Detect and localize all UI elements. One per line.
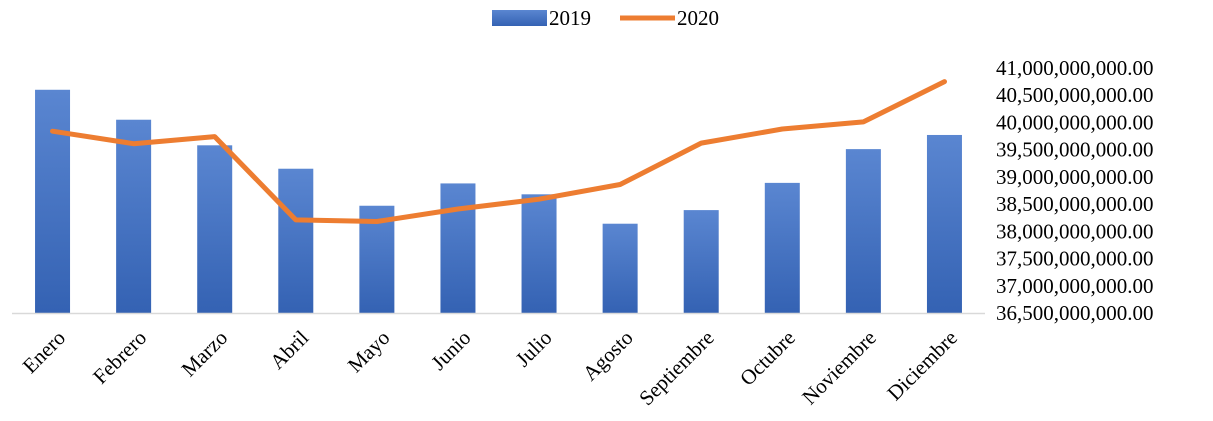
bar-2019-enero (35, 89, 71, 314)
bar-2019-abril (278, 168, 314, 313)
bar-2019-septiembre (683, 210, 719, 313)
line-series-2020 (50, 79, 947, 224)
bar-2019-noviembre (845, 149, 881, 313)
y-axis-ticks: 36,500,000,000.00 37,000,000,000.00 37,500… (996, 56, 1154, 325)
bar-2019-julio (521, 194, 557, 313)
bar-2019-febrero (116, 119, 152, 313)
y-tick-label: 37,000,000,000.00 (996, 274, 1154, 298)
y-tick-label: 41,000,000,000.00 (996, 56, 1154, 80)
x-tick-label-julio: Julio (511, 326, 557, 372)
legend: 2019 2020 (492, 6, 719, 30)
y-tick-label: 39,000,000,000.00 (996, 165, 1154, 189)
bar-series-2019 (35, 89, 962, 314)
x-tick-label-diciembre: Diciembre (882, 326, 962, 406)
x-tick-label-junio: Junio (426, 326, 475, 375)
bar-2019-marzo (197, 145, 233, 313)
x-tick-label-septiembre: Septiembre (634, 326, 719, 411)
y-tick-label: 37,500,000,000.00 (996, 247, 1154, 271)
y-tick-label: 40,000,000,000.00 (996, 110, 1154, 134)
y-tick-label: 36,500,000,000.00 (996, 301, 1154, 325)
legend-label-2020: 2020 (677, 6, 719, 30)
y-tick-label: 38,000,000,000.00 (996, 219, 1154, 243)
x-tick-label-enero: Enero (18, 326, 70, 378)
legend-label-2019: 2019 (549, 6, 591, 30)
bar-2019-octubre (764, 182, 800, 313)
x-tick-label-marzo: Marzo (177, 326, 233, 382)
bar-2019-junio (440, 183, 476, 313)
y-tick-label: 39,500,000,000.00 (996, 138, 1154, 162)
x-tick-label-octubre: Octubre (735, 326, 800, 391)
x-tick-label-abril: Abril (265, 325, 313, 373)
x-axis-ticks: Enero Febrero Marzo Abril Mayo Junio Julio Agos… (18, 325, 962, 410)
x-tick-label-agosto: Agosto (578, 326, 638, 386)
bar-2019-agosto (602, 223, 638, 313)
x-tick-label-febrero: Febrero (88, 326, 151, 389)
x-tick-label-noviembre: Noviembre (797, 326, 881, 410)
y-tick-label: 40,500,000,000.00 (996, 83, 1154, 107)
bar-2019-diciembre (926, 134, 962, 313)
y-tick-label: 38,500,000,000.00 (996, 192, 1154, 216)
legend-swatch-2019 (492, 10, 547, 26)
x-tick-label-mayo: Mayo (343, 326, 395, 378)
line-2020 (50, 79, 947, 224)
